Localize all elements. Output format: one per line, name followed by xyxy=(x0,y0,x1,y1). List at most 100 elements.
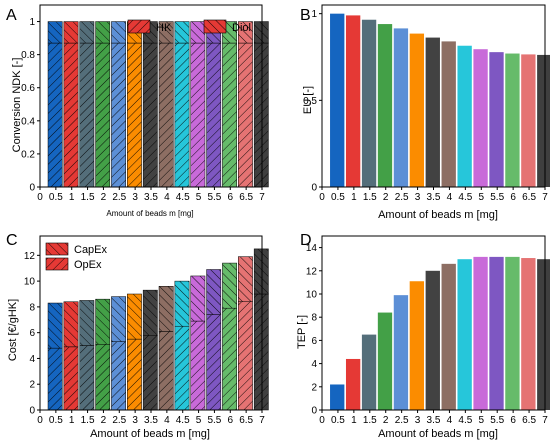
x-tick-label: 1.5 xyxy=(81,192,95,203)
y-tick-label: 1 xyxy=(29,17,35,28)
panel-a-x-axis-label: Amount of beads m [mg] xyxy=(106,209,193,218)
x-tick-label: 5.5 xyxy=(490,415,504,426)
x-tick-label: 1 xyxy=(351,415,357,426)
bar-capex-6 xyxy=(222,307,237,411)
legend-label-diol: Diol xyxy=(232,22,251,34)
panel-d-label: D xyxy=(300,232,312,249)
y-tick-label: 8 xyxy=(311,313,317,324)
legend-swatch-diol xyxy=(203,19,227,34)
x-tick-label: 7 xyxy=(542,415,548,426)
x-tick-label: 0 xyxy=(319,192,325,203)
bar-capex-5 xyxy=(190,320,206,411)
x-tick-label: 2 xyxy=(383,192,389,203)
x-tick-label: 5 xyxy=(479,415,485,426)
x-tick-label: 1 xyxy=(69,415,75,426)
bar-6 xyxy=(505,256,520,410)
bar-2.5 xyxy=(393,28,409,188)
x-tick-label: 3.5 xyxy=(427,192,441,203)
bar-opex-7 xyxy=(253,248,269,295)
x-tick-label: 7 xyxy=(259,415,265,426)
bar-6.5 xyxy=(521,258,536,410)
x-tick-label: 4 xyxy=(164,415,170,426)
bar-capex-5.5 xyxy=(206,314,222,411)
bar-diol-7 xyxy=(253,21,269,44)
x-tick-label: 3.5 xyxy=(427,415,441,426)
bar-hk-0.5 xyxy=(47,42,63,188)
y-tick-label: 0 xyxy=(311,183,317,194)
x-tick-label: 1.5 xyxy=(81,415,95,426)
panel-b-x-axis-label: Amount of beads m [mg] xyxy=(378,209,498,221)
x-tick-label: 7 xyxy=(542,192,548,203)
x-tick-label: 6 xyxy=(510,415,516,426)
bar-opex-6.5 xyxy=(238,256,253,302)
legend-swatch-opex xyxy=(45,257,69,271)
y-tick-label: 0.2 xyxy=(21,149,35,160)
y-tick-label: 4 xyxy=(311,359,317,370)
bar-2 xyxy=(377,24,393,187)
x-tick-label: 6 xyxy=(510,192,516,203)
bar-0.5 xyxy=(330,384,345,410)
bar-4 xyxy=(441,263,456,410)
panel-c-x-axis-label: Amount of beads m [mg] xyxy=(90,428,210,440)
x-tick-label: 0 xyxy=(37,192,43,203)
bar-5.5 xyxy=(489,256,504,410)
bar-1 xyxy=(345,358,361,410)
x-tick-label: 1.5 xyxy=(363,192,377,203)
bar-7 xyxy=(537,259,550,410)
bar-capex-3 xyxy=(127,338,142,411)
bar-6.5 xyxy=(521,54,536,188)
bar-hk-1.5 xyxy=(79,42,95,188)
bar-hk-5.5 xyxy=(206,42,222,188)
panel-d: D TEP [-] Amount of beads m [mg] 0 0.5 1 1.… xyxy=(296,232,550,440)
bar-2.5 xyxy=(393,295,409,410)
y-tick-label: 0 xyxy=(311,406,317,417)
bar-hk-7 xyxy=(253,42,269,188)
y-tick-label: 0.4 xyxy=(21,116,35,127)
x-tick-label: 2.5 xyxy=(395,192,409,203)
bar-5 xyxy=(473,256,488,410)
panel-d-bars xyxy=(330,256,550,410)
y-tick-label: 0.8 xyxy=(21,50,35,61)
y-tick-label: 0 xyxy=(29,406,35,417)
bar-opex-4.5 xyxy=(174,280,190,327)
bar-opex-5 xyxy=(190,275,206,322)
bar-3 xyxy=(409,281,425,410)
x-tick-label: 7 xyxy=(259,192,265,203)
bar-diol-2 xyxy=(95,21,111,44)
bar-3 xyxy=(409,33,425,187)
bar-1.5 xyxy=(361,334,377,410)
bar-0.5 xyxy=(330,13,345,187)
bar-diol-0.5 xyxy=(47,21,63,44)
panel-a: A Conversion NDK [-] Amount of beads m [… xyxy=(6,4,269,218)
x-tick-label: 0.5 xyxy=(331,415,345,426)
bar-7 xyxy=(537,54,550,187)
bar-diol-1.5 xyxy=(79,21,95,44)
bar-opex-4 xyxy=(158,286,174,332)
panel-b-y-axis-label: EU [-] xyxy=(302,86,314,114)
y-tick-label: 0 xyxy=(29,183,35,194)
bar-3.5 xyxy=(425,37,440,187)
panel-c-axes: 0 0.5 1 1.5 2 2.5 3 3.5 4 4.5 5 5.5 6 6.5 7 0 2 4 6 8 10 12 xyxy=(24,235,265,426)
y-tick-label: 1 xyxy=(311,9,317,20)
bar-opex-1 xyxy=(63,301,79,348)
panel-b-label: B xyxy=(300,7,311,24)
bar-capex-2 xyxy=(95,344,111,411)
x-tick-label: 5.5 xyxy=(490,192,504,203)
bar-diol-4 xyxy=(158,21,174,44)
bar-capex-7 xyxy=(253,293,269,411)
bar-opex-1.5 xyxy=(79,300,95,346)
x-tick-label: 3 xyxy=(132,192,138,203)
x-tick-label: 0 xyxy=(37,415,43,426)
x-tick-label: 2 xyxy=(101,192,107,203)
y-tick-label: 0.5 xyxy=(303,96,317,107)
bar-opex-2 xyxy=(95,298,111,345)
x-tick-label: 6.5 xyxy=(239,192,253,203)
x-tick-label: 5 xyxy=(196,192,202,203)
y-tick-label: 0.6 xyxy=(21,83,35,94)
panel-a-bars xyxy=(47,21,269,188)
x-tick-label: 2 xyxy=(101,415,107,426)
legend-label-hk: HK xyxy=(156,22,172,34)
bar-5.5 xyxy=(489,52,504,187)
x-tick-label: 3 xyxy=(132,415,138,426)
